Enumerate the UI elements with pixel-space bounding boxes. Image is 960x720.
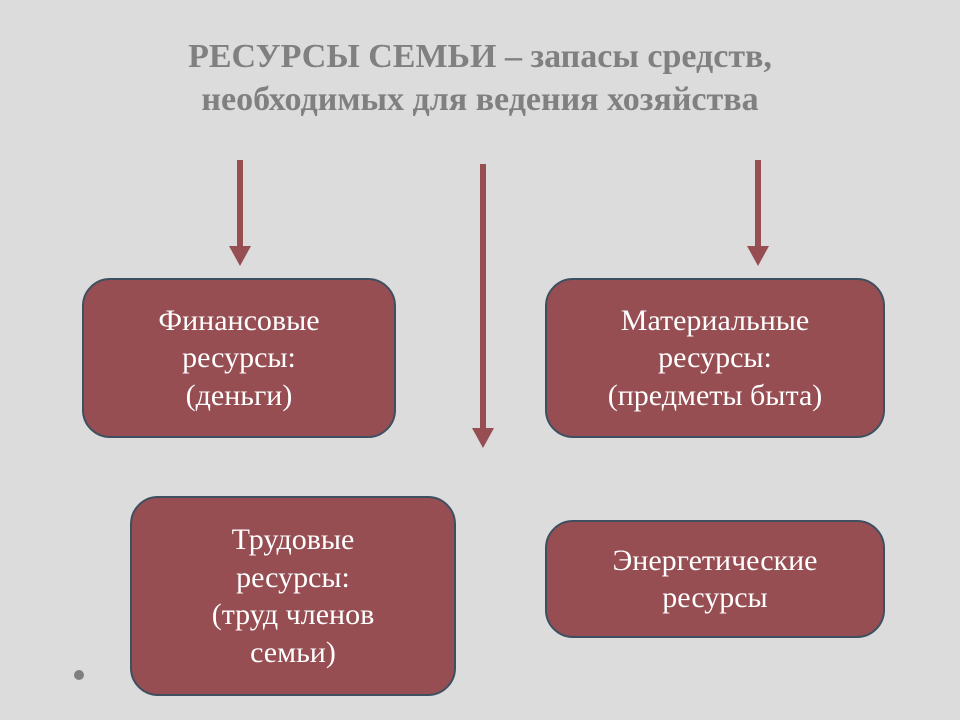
box-energy-label: Энергетические ресурсы [613, 542, 818, 617]
arrow-left-icon [227, 160, 253, 268]
box-labor: Трудовые ресурсы: (труд членов семьи) [130, 496, 456, 696]
box-material: Материальные ресурсы: (предметы быта) [545, 278, 885, 438]
box-labor-label: Трудовые ресурсы: (труд членов семьи) [212, 521, 375, 671]
arrow-right-icon [745, 160, 771, 268]
box-financial-label: Финансовые ресурсы: (деньги) [158, 302, 319, 415]
slide-title: РЕСУРСЫ СЕМЬИ – запасы средств, необходи… [0, 36, 960, 121]
bullet-dot-icon [74, 670, 84, 680]
box-material-label: Материальные ресурсы: (предметы быта) [608, 302, 823, 415]
box-energy: Энергетические ресурсы [545, 520, 885, 638]
box-financial: Финансовые ресурсы: (деньги) [82, 278, 396, 438]
arrow-center-icon [470, 164, 496, 450]
